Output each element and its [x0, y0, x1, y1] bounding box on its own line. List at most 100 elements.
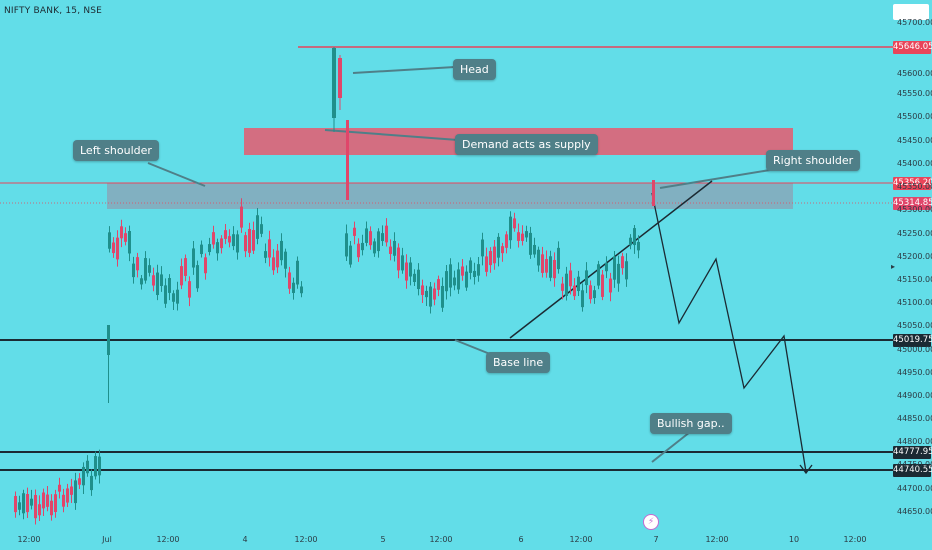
- candle-body: [369, 231, 372, 246]
- candle-body: [176, 289, 179, 304]
- candle-body: [361, 242, 364, 251]
- head-candle-body: [332, 48, 336, 118]
- price-tag-base: 45019.75: [893, 334, 932, 347]
- price-axis-label: 45300.00: [897, 205, 932, 214]
- candle-body: [509, 216, 512, 241]
- chevron-right-icon[interactable]: ▸: [891, 262, 896, 271]
- candle-body: [90, 475, 93, 491]
- price-axis-label: 45000.00: [897, 345, 932, 354]
- right-shoulder-pointer: [659, 169, 771, 189]
- time-axis-label: 12:00: [429, 535, 453, 544]
- price-tag-last: 45314.85: [893, 197, 932, 210]
- candle-body: [216, 242, 219, 254]
- candle-body: [268, 239, 271, 258]
- time-axis-label: 12:00: [569, 535, 593, 544]
- candle-body: [284, 251, 287, 269]
- candle-body: [236, 234, 239, 253]
- candle-body: [124, 233, 127, 242]
- candle-body: [14, 496, 17, 513]
- candle-body: [437, 279, 440, 290]
- bullish-gap-callout[interactable]: Bullish gap..: [650, 413, 732, 434]
- candle-body: [349, 245, 352, 265]
- top-right-button[interactable]: [893, 4, 929, 20]
- candle-body: [417, 269, 420, 290]
- candle-body: [228, 236, 231, 243]
- last-candle-body: [652, 180, 655, 206]
- candle-body: [397, 247, 400, 271]
- candle-body: [377, 231, 380, 252]
- candle-body: [30, 498, 33, 506]
- price-axis-label: 45400.00: [897, 159, 932, 168]
- candle-body: [220, 238, 223, 249]
- candle-body: [22, 493, 25, 514]
- candle-body: [485, 256, 488, 272]
- price-tag-head: 45646.05: [893, 41, 932, 54]
- candle-body: [481, 239, 484, 257]
- candle-body: [433, 288, 436, 300]
- candle-body: [581, 290, 584, 308]
- base-line-callout[interactable]: Base line: [486, 352, 551, 373]
- time-axis-label: 5: [380, 535, 386, 544]
- left-shoulder-pointer: [147, 162, 206, 187]
- price-axis-label: 44750.00: [897, 460, 932, 469]
- candle-body: [244, 235, 247, 252]
- head-callout[interactable]: Head: [453, 59, 496, 80]
- candle-body: [148, 265, 151, 273]
- candle-body: [401, 255, 404, 271]
- candle-body: [34, 494, 37, 519]
- price-axis-label: 45050.00: [897, 321, 932, 330]
- candle-body: [373, 241, 376, 254]
- time-axis-label: 10: [788, 535, 800, 544]
- bullish-gap-pointer: [651, 431, 691, 463]
- candle-body: [617, 263, 620, 284]
- candle-body: [94, 456, 97, 477]
- candle-body: [66, 488, 69, 503]
- candle-body: [497, 236, 500, 258]
- price-axis-label: 44800.00: [897, 437, 932, 446]
- candle-body: [549, 256, 552, 278]
- right-shoulder-callout[interactable]: Right shoulder: [766, 150, 861, 171]
- candle-body: [457, 269, 460, 290]
- price-axis-label: 44950.00: [897, 368, 932, 377]
- candle-body: [505, 234, 508, 248]
- time-axis-label: 12:00: [705, 535, 729, 544]
- candle-body: [585, 270, 588, 286]
- candle-body: [46, 494, 49, 507]
- candle-body: [78, 478, 81, 485]
- candle-body: [200, 244, 203, 255]
- candle-body: [38, 504, 41, 516]
- candle-body: [152, 275, 155, 286]
- price-axis-label: 45150.00: [897, 275, 932, 284]
- left-shoulder-callout[interactable]: Left shoulder: [73, 140, 159, 161]
- candle-body: [345, 233, 348, 257]
- candle-body: [108, 232, 111, 249]
- candle-body: [128, 231, 131, 254]
- candle-body: [260, 224, 263, 234]
- candle-body: [573, 285, 576, 297]
- time-axis-label: 4: [242, 535, 248, 544]
- candle-body: [98, 456, 101, 476]
- time-axis-label: 12:00: [843, 535, 867, 544]
- candle-body: [357, 243, 360, 258]
- candle-body: [224, 230, 227, 239]
- candle-body: [413, 273, 416, 282]
- candle-body: [132, 263, 135, 278]
- candle-body: [172, 293, 175, 302]
- candle-body: [288, 272, 291, 289]
- candle-body: [86, 460, 89, 474]
- candle-body: [629, 237, 632, 246]
- candle-body: [112, 242, 115, 254]
- head-candle-body-2: [338, 58, 342, 98]
- candle-body: [116, 237, 119, 260]
- candle-body: [248, 228, 251, 253]
- demand-supply-callout[interactable]: Demand acts as supply: [455, 134, 598, 155]
- candle-body: [429, 286, 432, 307]
- candle-body: [144, 258, 147, 281]
- tradingview-flash-icon[interactable]: ⚡: [643, 514, 659, 530]
- candle-body: [605, 262, 608, 272]
- drop-candle-body: [346, 120, 349, 200]
- price-axis-label: 45100.00: [897, 298, 932, 307]
- candle-body: [156, 272, 159, 296]
